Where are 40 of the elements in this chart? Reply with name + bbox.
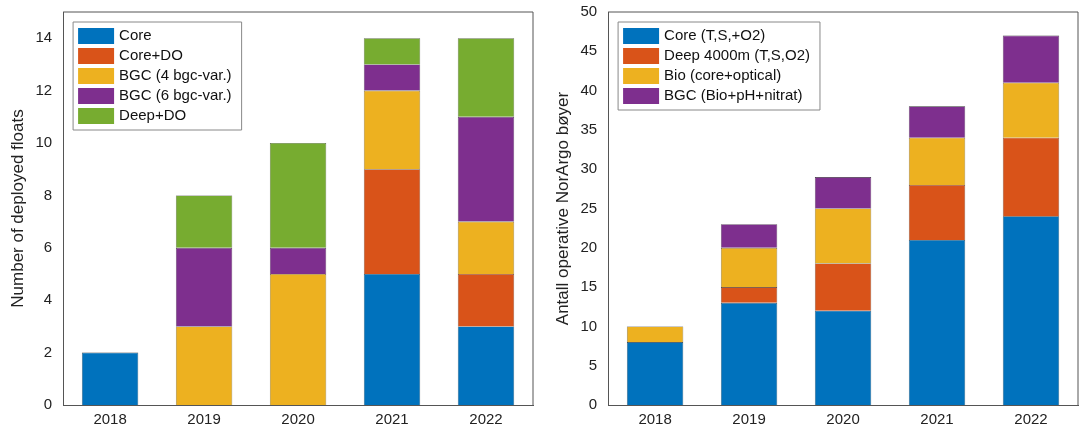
legend-label: Deep+DO — [119, 106, 187, 124]
y-tick-label: 8 — [43, 185, 53, 203]
x-tick-label: 2018 — [638, 410, 672, 428]
x-tick-label: 2022 — [469, 410, 503, 428]
y-tick-label: 35 — [580, 120, 598, 138]
y-tick-label: 10 — [35, 133, 53, 151]
legend-label: Core — [119, 26, 152, 44]
y-axis-title: Number of deployed floats — [7, 109, 27, 308]
y-tick-label: 5 — [588, 355, 598, 373]
x-tick-label: 2021 — [375, 410, 409, 428]
legend-label: Deep 4000m (T,S,O2) — [664, 46, 810, 64]
y-tick-label: 6 — [43, 237, 53, 255]
y-tick-label: 2 — [43, 342, 53, 360]
y-tick-label: 14 — [35, 28, 53, 46]
legend-label: BGC (Bio+pH+nitrat) — [664, 86, 803, 104]
y-tick-label: 4 — [43, 290, 53, 308]
y-axis-title: Antall operative NorArgo bøyer — [552, 91, 572, 326]
x-tick-label: 2022 — [1014, 410, 1048, 428]
x-tick-label: 2019 — [732, 410, 766, 428]
x-tick-label: 2018 — [93, 410, 127, 428]
legend-label: Core (T,S,+O2) — [664, 26, 766, 44]
y-tick-label: 0 — [43, 395, 53, 413]
y-tick-label: 0 — [588, 395, 598, 413]
legend-label: Core+DO — [119, 46, 183, 64]
legend-label: BGC (6 bgc-var.) — [119, 86, 232, 104]
y-tick-label: 30 — [580, 159, 598, 177]
y-tick-label: 50 — [580, 2, 598, 20]
y-tick-label: 20 — [580, 237, 598, 255]
y-tick-label: 40 — [580, 80, 598, 98]
y-tick-label: 10 — [580, 316, 598, 334]
y-tick-label: 45 — [580, 41, 598, 59]
y-tick-label: 12 — [35, 80, 53, 98]
legend-label: BGC (4 bgc-var.) — [119, 66, 232, 84]
legend-label: Bio (core+optical) — [664, 66, 782, 84]
x-tick-label: 2019 — [187, 410, 221, 428]
x-tick-label: 2020 — [826, 410, 860, 428]
x-tick-label: 2021 — [920, 410, 954, 428]
y-tick-label: 15 — [580, 277, 598, 295]
x-tick-label: 2020 — [281, 410, 315, 428]
y-tick-label: 25 — [580, 198, 598, 216]
